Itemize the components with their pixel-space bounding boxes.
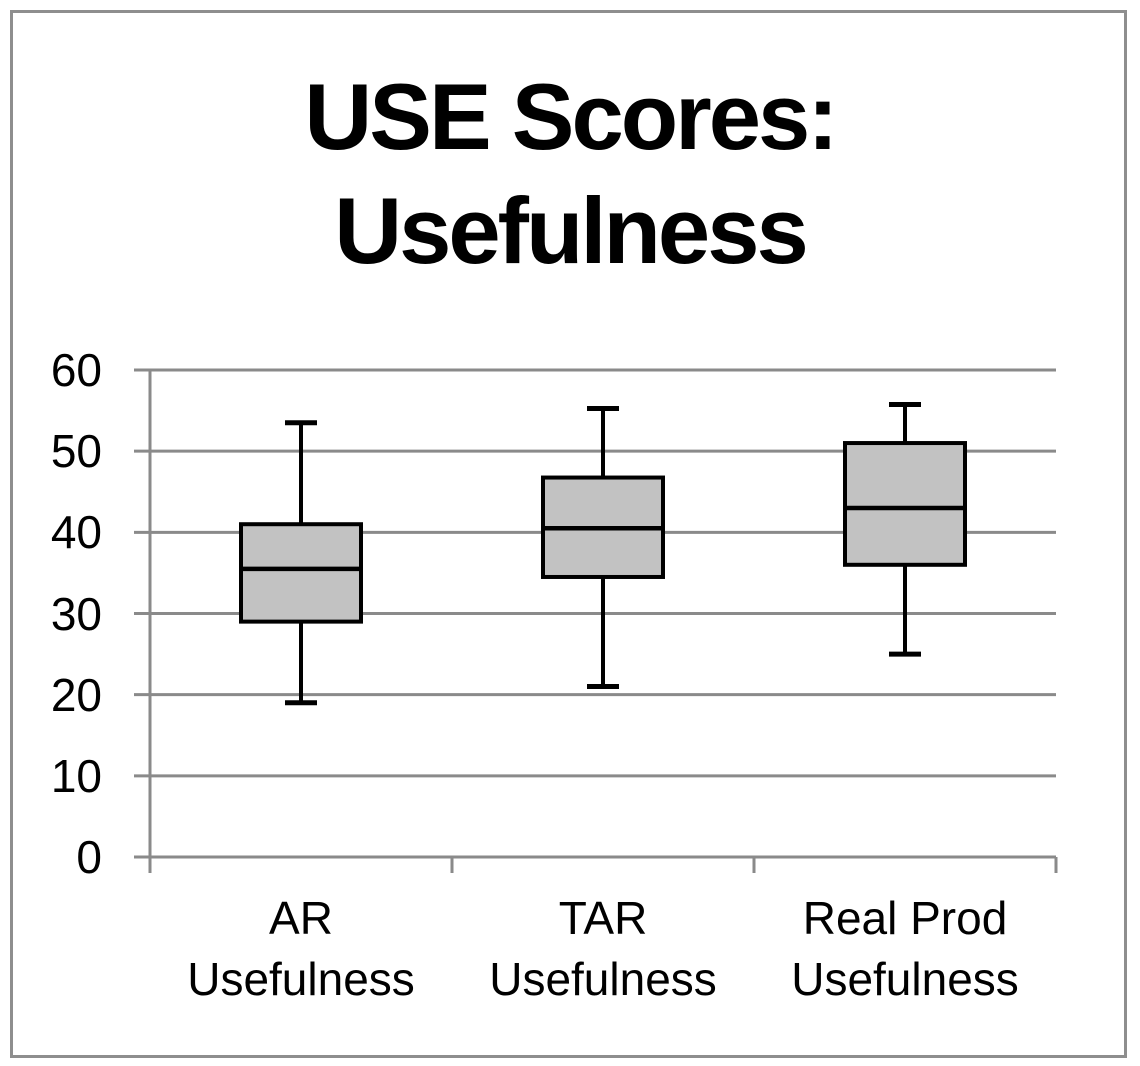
chart-title-line1: USE Scores: — [304, 64, 838, 169]
x-axis-label: TAR Usefulness — [489, 892, 717, 1005]
y-axis-tick-label: 30 — [50, 587, 102, 640]
x-axis-label: AR Usefulness — [187, 892, 415, 1005]
y-axis-tick-label: 60 — [50, 344, 102, 396]
chart-title: USE Scores: Usefulness — [0, 60, 1140, 288]
iqr-box — [843, 441, 967, 567]
y-axis-tick-label: 50 — [50, 425, 102, 478]
x-axis-label: Real Prod Usefulness — [791, 892, 1019, 1005]
y-axis-tick-label: 10 — [50, 749, 102, 802]
y-axis-tick-label: 40 — [50, 506, 102, 559]
iqr-box — [239, 522, 363, 624]
chart-frame — [10, 10, 1127, 1058]
y-axis-tick-label: 0 — [76, 831, 102, 883]
y-axis-tick-label: 20 — [50, 668, 102, 721]
chart-title-line2: Usefulness — [334, 178, 809, 283]
